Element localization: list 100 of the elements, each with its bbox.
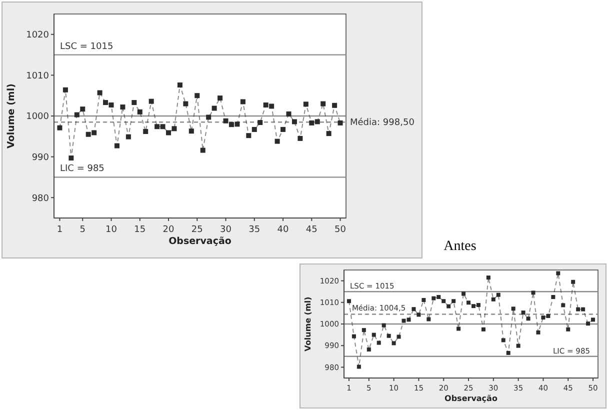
point bbox=[432, 296, 436, 300]
y-axis-title: Volume (ml) bbox=[304, 296, 312, 352]
point bbox=[74, 112, 80, 118]
point bbox=[269, 104, 274, 109]
point bbox=[436, 295, 441, 299]
point bbox=[309, 120, 314, 126]
point bbox=[521, 310, 526, 315]
point bbox=[346, 299, 351, 304]
point bbox=[591, 318, 596, 322]
point bbox=[496, 292, 500, 297]
ref-line-label: LIC = 985 bbox=[60, 164, 104, 174]
point bbox=[160, 124, 166, 130]
point bbox=[462, 292, 466, 296]
point bbox=[332, 102, 338, 108]
point bbox=[506, 350, 510, 355]
point bbox=[114, 143, 120, 148]
point bbox=[274, 138, 280, 144]
y-tick-label: 1020 bbox=[26, 30, 50, 41]
point bbox=[148, 98, 154, 104]
point bbox=[240, 99, 246, 104]
point bbox=[132, 100, 137, 106]
x-axis-title: Observação bbox=[444, 394, 498, 403]
y-tick-label: 990 bbox=[32, 152, 50, 163]
point bbox=[92, 130, 97, 136]
y-axis-title: Volume (ml) bbox=[6, 84, 17, 148]
point bbox=[516, 344, 520, 348]
point bbox=[326, 131, 332, 136]
point bbox=[320, 101, 326, 106]
x-tick-label: 15 bbox=[134, 225, 146, 235]
x-tick-label: 5 bbox=[80, 225, 86, 235]
x-tick-label: 50 bbox=[334, 225, 346, 235]
point bbox=[68, 156, 74, 161]
point bbox=[252, 126, 257, 132]
point bbox=[402, 318, 406, 323]
point bbox=[491, 297, 496, 302]
point bbox=[97, 90, 102, 96]
point bbox=[356, 364, 361, 369]
point bbox=[442, 299, 446, 304]
point bbox=[531, 290, 536, 295]
point bbox=[234, 122, 240, 127]
point bbox=[258, 120, 263, 126]
point bbox=[200, 148, 206, 153]
point bbox=[143, 129, 148, 134]
point bbox=[536, 330, 540, 334]
point bbox=[561, 303, 566, 308]
point bbox=[57, 125, 62, 130]
point bbox=[172, 126, 177, 132]
point bbox=[188, 128, 194, 134]
point bbox=[556, 271, 560, 276]
point bbox=[426, 317, 431, 322]
point bbox=[382, 323, 386, 328]
point bbox=[206, 114, 212, 120]
point bbox=[406, 318, 411, 322]
point bbox=[183, 101, 188, 106]
point bbox=[422, 298, 426, 302]
point bbox=[303, 102, 308, 107]
point bbox=[372, 332, 376, 337]
point bbox=[586, 322, 590, 326]
ref-line-label: LSC = 1015 bbox=[60, 42, 114, 52]
ref-line-label: Média: 998,50 bbox=[350, 117, 415, 128]
point bbox=[452, 299, 456, 304]
point bbox=[416, 312, 421, 317]
point bbox=[412, 307, 416, 312]
point bbox=[396, 334, 401, 339]
y-tick-label: 980 bbox=[32, 194, 50, 204]
point bbox=[481, 327, 486, 332]
x-tick-label: 30 bbox=[220, 225, 232, 235]
point bbox=[511, 306, 516, 311]
point bbox=[526, 316, 530, 321]
point bbox=[292, 119, 297, 124]
point bbox=[456, 326, 461, 331]
point bbox=[298, 136, 303, 141]
point bbox=[338, 120, 343, 126]
text: Antes bbox=[444, 239, 476, 254]
point bbox=[466, 300, 471, 305]
y-tick-label: 1000 bbox=[26, 112, 50, 122]
point bbox=[362, 328, 366, 332]
point bbox=[137, 109, 142, 114]
point bbox=[177, 82, 182, 88]
point bbox=[228, 122, 234, 128]
point bbox=[471, 304, 476, 308]
point bbox=[194, 93, 200, 98]
point bbox=[476, 302, 480, 307]
point bbox=[501, 338, 506, 342]
point bbox=[566, 327, 570, 332]
x-tick-label: 40 bbox=[277, 225, 290, 235]
point bbox=[126, 134, 131, 140]
point bbox=[352, 334, 356, 338]
point bbox=[386, 334, 391, 338]
point bbox=[366, 347, 371, 352]
point bbox=[154, 124, 160, 130]
x-tick-label: 10 bbox=[106, 225, 118, 235]
point bbox=[286, 111, 292, 116]
point bbox=[486, 276, 490, 280]
point bbox=[546, 314, 550, 318]
point bbox=[314, 119, 320, 124]
x-tick-label: 45 bbox=[306, 225, 318, 235]
point bbox=[376, 340, 381, 345]
point bbox=[541, 316, 546, 320]
point bbox=[571, 280, 576, 284]
